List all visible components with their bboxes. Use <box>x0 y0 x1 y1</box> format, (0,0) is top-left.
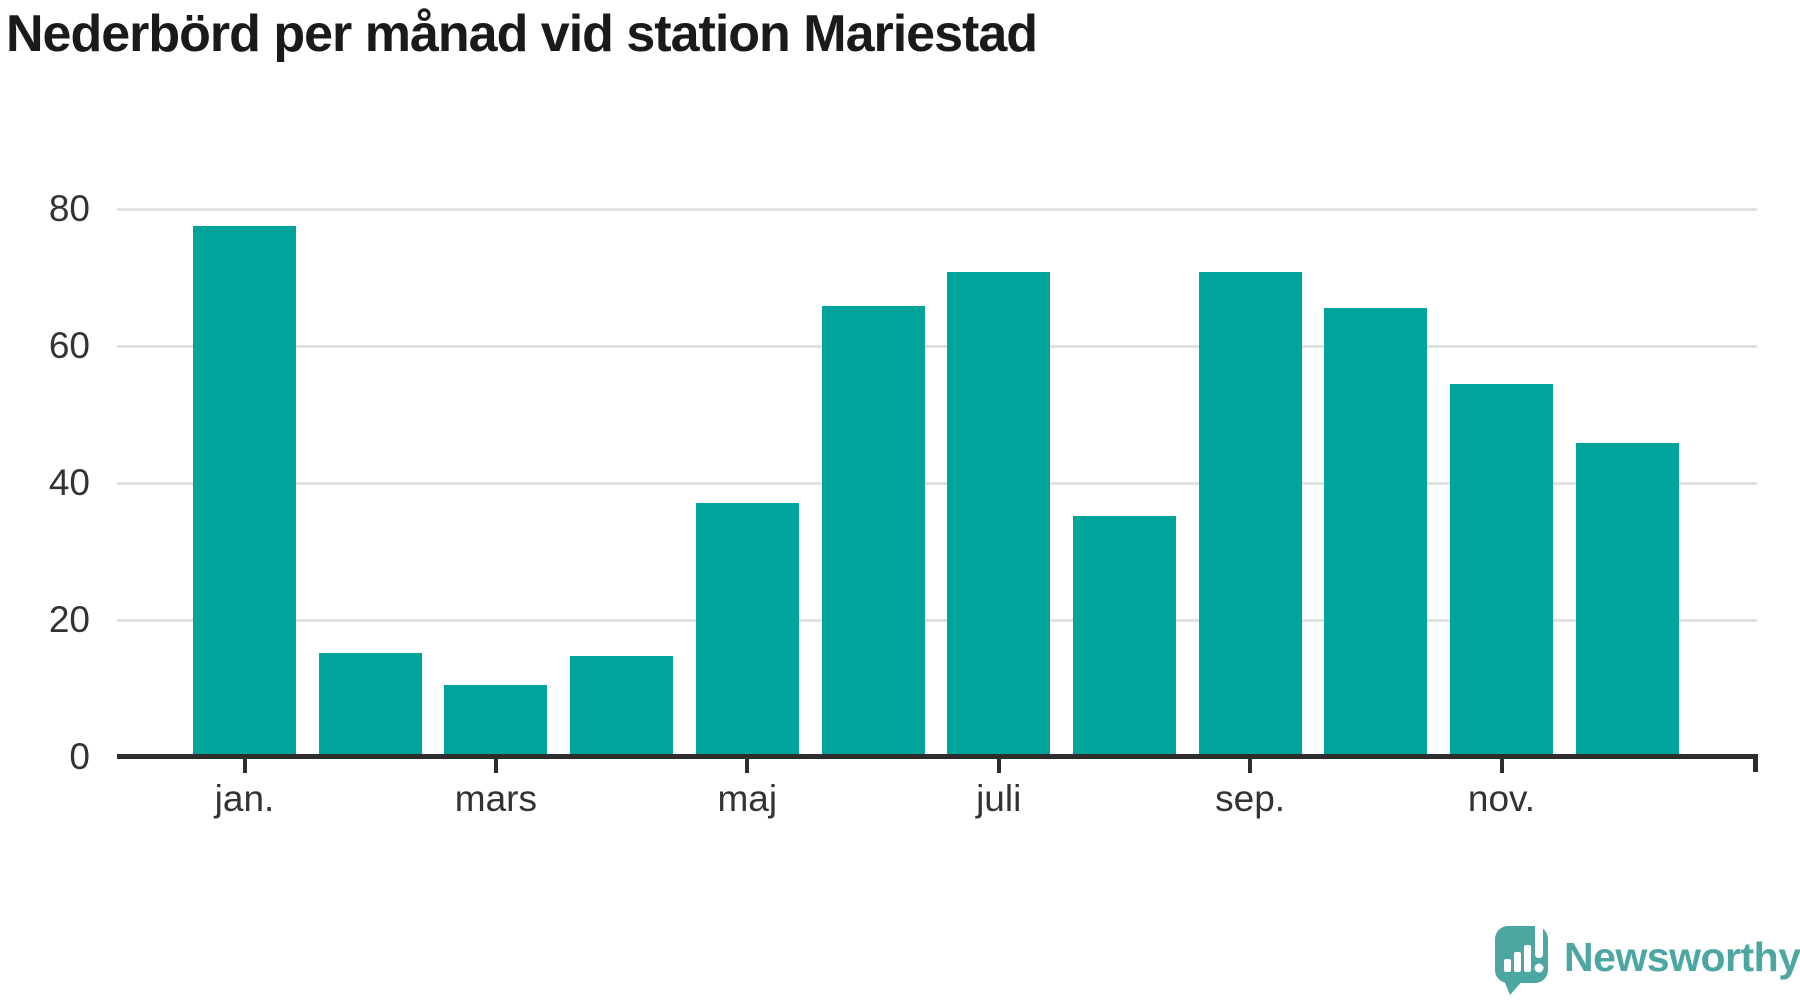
y-tick-label-0: 0 <box>69 736 90 777</box>
y-tick-label-80: 80 <box>48 188 90 229</box>
y-tick-label-60: 60 <box>48 325 90 366</box>
y-tick-label-40: 40 <box>48 462 90 503</box>
gridline-y-20 <box>117 618 1757 622</box>
x-tick-maj <box>745 757 750 773</box>
bar-okt <box>1324 308 1428 757</box>
bar-mars <box>444 685 548 757</box>
logo-text: Newsworthy <box>1564 933 1800 980</box>
gridline-y-80 <box>117 207 1757 211</box>
x-tick-label-juli: juli <box>976 778 1022 819</box>
bar-nov <box>1450 383 1553 757</box>
x-tick-jan <box>242 757 247 773</box>
newsworthy-logo[interactable]: Newsworthy <box>1494 918 1800 996</box>
x-axis-line <box>117 754 1758 759</box>
bar-apr <box>570 655 674 757</box>
gridline-y-40 <box>117 481 1757 485</box>
bar-chart-speech-bubble-icon <box>1495 920 1548 995</box>
x-tick-label-nov: nov. <box>1467 778 1536 819</box>
x-tick-mars <box>493 757 498 773</box>
chart-title: Nederbörd per månad vid station Mariesta… <box>6 5 1038 63</box>
bar-sep <box>1198 272 1302 757</box>
bar-dec <box>1575 442 1679 757</box>
x-tick-label-maj: maj <box>717 778 778 819</box>
bar-feb <box>318 652 422 757</box>
bar-juni <box>821 306 925 757</box>
x-tick-sep <box>1248 757 1253 773</box>
bar-aug <box>1072 515 1176 757</box>
bar-maj <box>695 502 799 757</box>
y-tick-label-20: 20 <box>48 599 90 640</box>
x-tick-nov <box>1499 757 1504 773</box>
bar-juli <box>947 272 1051 757</box>
x-axis-end-tick <box>1753 754 1758 772</box>
x-tick-juli <box>996 757 1001 773</box>
plot-area <box>117 207 1757 757</box>
bar-jan <box>193 226 296 757</box>
gridline-y-60 <box>117 344 1757 348</box>
x-tick-label-mars: mars <box>454 778 537 819</box>
x-tick-label-jan: jan. <box>214 778 275 819</box>
x-tick-label-sep: sep. <box>1215 778 1286 819</box>
